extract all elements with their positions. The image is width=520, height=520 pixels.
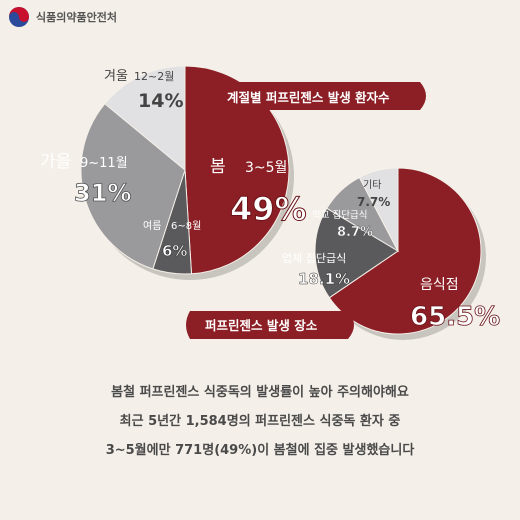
- slice-label-restaurant: 음식점 65.5%: [410, 277, 501, 332]
- slice-restaurant: [328, 167, 482, 335]
- slice-value-winter: 14%: [138, 90, 183, 112]
- seasonal-chart-title: 계절별 퍼프린젠스 발생 환자수: [215, 82, 426, 110]
- seasonal-chart-title-text: 계절별 퍼프린젠스 발생 환자수: [227, 90, 390, 105]
- caption-line-2: 최근 5년간 1,584명의 퍼프린젠스 식중독 환자 중: [119, 414, 401, 429]
- slice-name-winter: 겨울: [104, 69, 128, 84]
- caption-line-1: 봄철 퍼프린젠스 식중독의 발생률이 높아 주의해야해요: [111, 385, 409, 400]
- slice-value-summer: 6%: [162, 242, 187, 260]
- slice-value-other: 7.7%: [357, 195, 390, 209]
- slice-company-catering: [314, 207, 399, 299]
- slice-spring: [184, 65, 290, 275]
- slice-label-other: 기타 7.7%: [357, 179, 390, 209]
- slice-other: [358, 167, 399, 252]
- slice-winter: [104, 65, 186, 172]
- slice-value-company-catering: 18.1%: [298, 270, 350, 288]
- slice-sub-autumn: 9~11월: [80, 156, 128, 171]
- slice-name-company-catering: 업체 집단급식: [282, 252, 346, 265]
- slice-value-autumn: 31%: [74, 179, 131, 207]
- taegeuk-emblem-icon: [9, 7, 29, 27]
- slice-name-autumn: 가을: [40, 152, 71, 172]
- caption: 봄철 퍼프린젠스 식중독의 발생률이 높아 주의해야해요 최근 5년간 1,58…: [0, 378, 520, 465]
- location-chart-title-text: 퍼프린젠스 발생 장소: [205, 318, 318, 333]
- slice-label-summer: 여름 6~8월 6%: [143, 220, 201, 260]
- slice-sub-summer: 6~8월: [171, 220, 201, 232]
- agency-name: 식품의약품안전처: [36, 11, 117, 24]
- slice-autumn: [80, 103, 186, 270]
- slice-label-spring: 봄 3~5월 49%: [210, 157, 307, 229]
- slice-label-school-catering: 학교 집단급식 8.7%: [312, 209, 373, 240]
- slice-name-other: 기타: [363, 179, 381, 191]
- slice-label-autumn: 가을 9~11월 31%: [40, 152, 132, 207]
- caption-line-3: 3~5월에만 771명(49%)이 봄철에 집중 발생했습니다: [105, 443, 415, 458]
- slice-label-winter: 겨울 12~2월 14%: [104, 69, 183, 112]
- slice-sub-winter: 12~2월: [134, 70, 174, 83]
- slice-name-spring: 봄: [210, 157, 226, 177]
- location-pie-chart: [314, 167, 486, 340]
- slice-value-school-catering: 8.7%: [337, 225, 373, 240]
- slice-label-company-catering: 업체 집단급식 18.1%: [282, 252, 350, 288]
- slice-name-school-catering: 학교 집단급식: [312, 209, 367, 221]
- header: 식품의약품안전처: [8, 6, 117, 28]
- location-chart-title: 퍼프린젠스 발생 장소: [186, 311, 354, 339]
- slice-value-spring: 49%: [230, 190, 307, 228]
- slice-name-restaurant: 음식점: [420, 277, 459, 293]
- seasonal-pie-chart: [80, 65, 294, 280]
- slice-value-restaurant: 65.5%: [410, 302, 500, 332]
- slice-name-summer: 여름: [143, 220, 161, 232]
- slice-sub-spring: 3~5월: [245, 160, 287, 176]
